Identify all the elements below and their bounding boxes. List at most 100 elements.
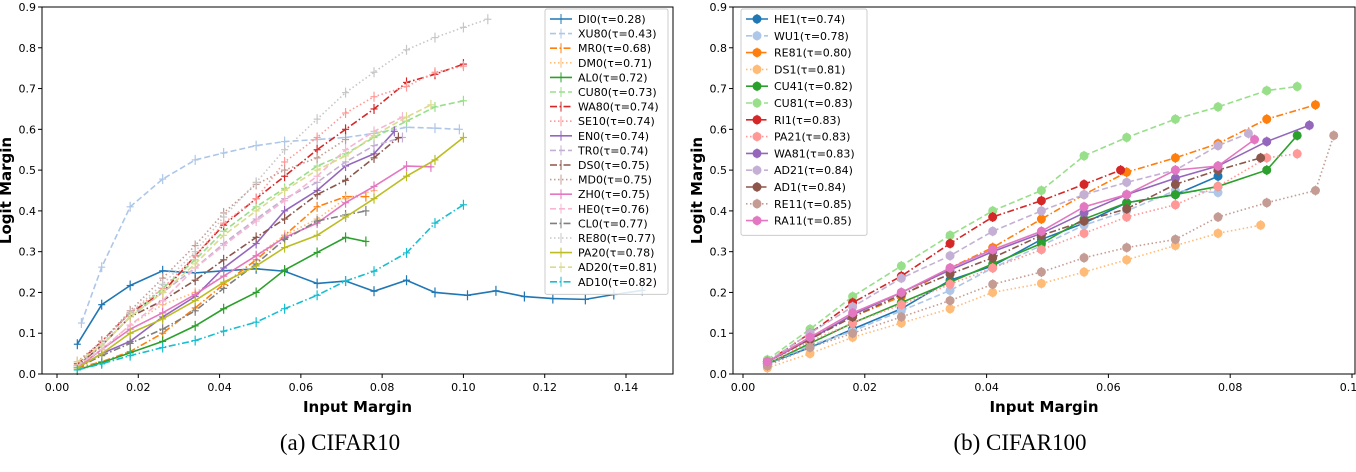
series-line	[76, 136, 403, 367]
data-point	[1262, 198, 1272, 208]
data-point	[1262, 165, 1272, 175]
legend-item: CL0(τ=0.77)	[550, 217, 648, 230]
data-point	[945, 251, 955, 261]
series-line	[76, 65, 464, 363]
y-tick-label: 0.4	[19, 205, 37, 218]
series-line	[77, 236, 367, 371]
data-point	[1036, 186, 1046, 195]
legend-label: ZH0(τ=0.75)	[578, 188, 650, 201]
legend-label: DS1(τ=0.81)	[774, 63, 845, 76]
legend-label: RE11(τ=0.85)	[774, 198, 852, 211]
data-point	[945, 263, 955, 273]
legend-label: PA21(τ=0.83)	[774, 131, 850, 144]
data-point	[1213, 181, 1223, 191]
legend-item: RE81(τ=0.80)	[746, 47, 852, 60]
legend: HE1(τ=0.74) WU1(τ=0.78) RE81(τ=0.80) DS1(τ=…	[740, 8, 868, 236]
legend-box	[544, 8, 669, 295]
y-tick-label: 0.0	[19, 368, 37, 381]
x-tick-label: 0.00	[731, 381, 756, 394]
data-point	[1079, 202, 1089, 212]
series-line	[76, 63, 464, 365]
series-HE0	[73, 112, 406, 371]
legend: DI0(τ=0.28) XU80(τ=0.43)MR0(τ=0.68) DM0(τ=…	[544, 8, 669, 295]
x-tick-label: 0.06	[289, 381, 314, 394]
data-point	[1262, 137, 1272, 147]
data-point	[896, 312, 906, 322]
x-tick-label: 0.10	[451, 381, 476, 394]
legend-item: MR0(τ=0.68)	[550, 42, 651, 55]
legend-label: RE80(τ=0.77)	[578, 232, 656, 245]
data-point	[1116, 165, 1126, 175]
y-tick-label: 0.4	[710, 205, 728, 218]
data-point	[1036, 245, 1046, 255]
series-CU81	[762, 81, 1302, 365]
x-tick-label: 0.12	[532, 381, 557, 394]
legend-label: PA20(τ=0.78)	[578, 247, 654, 260]
y-tick-label: 0.6	[19, 123, 37, 136]
caption-cifar10: (a) CIFAR10	[279, 430, 401, 455]
legend-label: CU80(τ=0.73)	[578, 86, 657, 99]
data-point	[896, 287, 906, 297]
series-line	[76, 116, 403, 367]
y-axis-label: Logit Margin	[688, 137, 706, 244]
legend-label: CU81(τ=0.83)	[774, 97, 853, 110]
legend-label: AD1(τ=0.84)	[774, 181, 846, 194]
series-line	[80, 126, 460, 324]
legend-marker	[752, 132, 762, 142]
data-point	[988, 287, 998, 297]
y-tick-label: 0.0	[710, 368, 728, 381]
data-point	[1122, 212, 1132, 222]
data-point	[1122, 243, 1132, 253]
legend-label: AD20(τ=0.81)	[578, 261, 657, 274]
data-point	[1036, 278, 1046, 288]
legend-box	[740, 8, 868, 236]
legend-item: HE1(τ=0.74)	[746, 13, 845, 26]
y-tick-label: 0.7	[19, 83, 37, 96]
data-point	[945, 239, 955, 249]
data-point	[1122, 204, 1132, 214]
y-tick-label: 0.7	[710, 83, 728, 96]
series-line	[76, 136, 399, 367]
series-line	[76, 210, 367, 369]
y-tick-label: 0.9	[710, 1, 728, 14]
legend-label: RA11(τ=0.85)	[774, 215, 852, 228]
legend-label: DI0(τ=0.28)	[578, 13, 646, 26]
data-point	[1170, 190, 1180, 200]
legend-item: RE80(τ=0.77)	[550, 232, 656, 245]
legend-item: PA20(τ=0.78)	[550, 247, 654, 260]
data-point	[1122, 190, 1132, 200]
series-AD10	[73, 199, 467, 375]
series-AD20	[73, 99, 435, 367]
series-RA11	[762, 134, 1260, 367]
x-tick-label: 0.02	[853, 381, 878, 394]
legend-item: EN0(τ=0.74)	[550, 130, 649, 143]
series-SE10	[73, 61, 467, 367]
series-EN0	[73, 126, 398, 373]
x-tick-label: 0.08	[370, 381, 395, 394]
data-point	[1122, 132, 1132, 142]
data-point	[1304, 120, 1314, 130]
series-line	[767, 135, 1335, 367]
series-line	[76, 136, 464, 369]
series-line	[76, 138, 346, 363]
legend-item: WA81(τ=0.83)	[746, 147, 855, 160]
legend-label: SE10(τ=0.74)	[578, 115, 655, 128]
y-tick-label: 0.3	[19, 246, 37, 259]
series-RE11	[762, 130, 1339, 371]
legend-label: CU41(τ=0.82)	[774, 80, 853, 93]
data-point	[1036, 226, 1046, 236]
y-tick-label: 0.9	[19, 1, 37, 14]
data-point	[1079, 267, 1089, 277]
x-tick-label: 0.10	[1340, 381, 1356, 394]
series-line	[766, 132, 1249, 363]
series-XU80	[77, 122, 463, 329]
legend-label: RI1(τ=0.83)	[774, 114, 841, 127]
legend-label: EN0(τ=0.74)	[578, 130, 649, 143]
y-tick-label: 0.1	[19, 327, 37, 340]
legend-item: DI0(τ=0.28)	[550, 13, 646, 26]
data-point	[1079, 190, 1089, 200]
data-point	[988, 212, 998, 222]
legend-marker	[752, 115, 762, 125]
